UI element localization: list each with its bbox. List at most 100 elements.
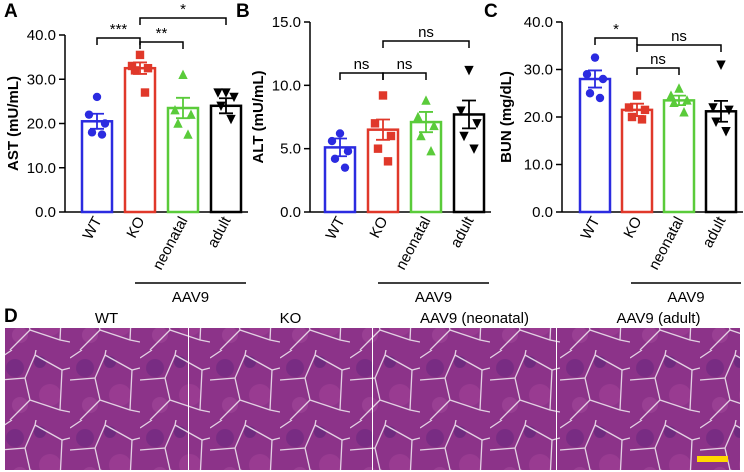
y-axis-label: BUN (mg/dL) (498, 71, 515, 163)
data-point (340, 163, 350, 172)
y-tick-label: 5.0 (280, 141, 301, 158)
data-point (386, 131, 396, 141)
data-point (627, 112, 637, 122)
x-tick-label: KO (366, 214, 391, 241)
data-point (456, 106, 466, 116)
y-tick-label: 15.0 (272, 14, 301, 31)
data-point (183, 129, 193, 139)
error-bar (219, 97, 233, 115)
data-point (335, 129, 345, 138)
image-title: AAV9 (neonatal) (420, 310, 529, 327)
significance-label: ns (671, 28, 687, 45)
y-axis-label: AST (mU/mL) (5, 76, 22, 171)
y-tick-label: 40.0 (27, 27, 56, 44)
histology-image (5, 328, 188, 470)
x-tick-label: adult (699, 213, 730, 250)
data-point (421, 95, 431, 105)
y-tick-label: 10.0 (524, 157, 553, 174)
data-point (213, 88, 223, 98)
data-point (429, 120, 439, 131)
data-point (674, 83, 684, 93)
data-point (170, 105, 180, 115)
data-point (721, 127, 731, 137)
x-tick-label: neonatal (645, 214, 687, 273)
significance-label: * (613, 21, 619, 38)
data-point (100, 119, 110, 128)
significance-bracket (382, 40, 470, 48)
x-tick-label: WT (80, 214, 106, 243)
data-point (640, 105, 650, 115)
bar (166, 106, 200, 214)
significance-label: ns (418, 24, 434, 41)
histology-image (557, 328, 740, 470)
data-point (711, 117, 721, 127)
data-point (708, 103, 718, 113)
panel-label: A (4, 1, 18, 22)
data-point (624, 103, 634, 112)
group-label: AAV9 (415, 289, 452, 306)
y-tick-label: 0.0 (280, 204, 301, 221)
panel-label: C (484, 1, 498, 22)
y-tick-label: 0.0 (35, 204, 56, 221)
significance-bracket (139, 17, 227, 25)
histology-image (189, 328, 372, 470)
data-point (343, 147, 353, 156)
data-point (135, 50, 145, 60)
significance-label: ns (650, 51, 666, 68)
significance-bracket (594, 37, 638, 45)
data-point (679, 107, 689, 117)
data-point (585, 89, 595, 98)
bar (209, 104, 243, 214)
data-point (459, 131, 469, 142)
significance-bracket (636, 67, 680, 75)
data-point (92, 92, 102, 102)
y-tick-label: 10.0 (272, 77, 301, 94)
data-point (97, 130, 107, 139)
bar-chart: B ALT (mU/mL) 0.0 5.0 10.0 15.0 WT KO neonatal ad… (236, 1, 491, 306)
data-point (221, 88, 231, 98)
data-point (229, 92, 239, 103)
data-point (464, 65, 474, 76)
significance-bracket (382, 72, 427, 80)
image-title: KO (280, 310, 302, 327)
data-point (582, 70, 592, 79)
x-tick-label: WT (323, 214, 349, 243)
y-tick-label: 10.0 (27, 160, 56, 177)
x-tick-label: adult (447, 213, 478, 250)
data-point (143, 63, 153, 73)
data-point (216, 101, 226, 111)
data-point (378, 91, 388, 100)
data-point (416, 130, 426, 141)
data-point (127, 61, 137, 71)
data-point (426, 146, 436, 156)
bar-chart: A AST (mU/mL) 0.0 10.0 20.0 30.0 40.0 WT KO neona… (4, 1, 248, 306)
group-label: AAV9 (667, 289, 704, 306)
data-point (598, 74, 608, 84)
data-point (327, 136, 337, 146)
significance-bracket (139, 41, 184, 49)
data-point (226, 114, 236, 125)
image-title: WT (95, 310, 118, 327)
data-point (590, 53, 600, 62)
y-tick-label: 0.0 (532, 204, 553, 221)
data-point (178, 69, 188, 80)
data-point (330, 154, 340, 163)
group-label: AAV9 (172, 289, 209, 306)
significance-label: ** (156, 25, 168, 42)
data-point (186, 109, 196, 119)
data-point (373, 144, 383, 153)
data-point (413, 111, 423, 122)
significance-bracket (96, 37, 141, 45)
bar (80, 120, 114, 214)
bar-chart: C BUN (mg/dL) 0.0 10.0 20.0 30.0 40.0 WT KO neona… (484, 1, 743, 306)
y-tick-label: 30.0 (27, 71, 56, 88)
data-point (173, 118, 183, 128)
bar (366, 128, 400, 214)
error-bar (462, 99, 476, 130)
data-point (370, 119, 380, 128)
x-tick-label: neonatal (392, 214, 434, 273)
data-point (84, 110, 94, 119)
y-axis-label: ALT (mU/mL) (250, 70, 267, 163)
bar (662, 99, 696, 214)
